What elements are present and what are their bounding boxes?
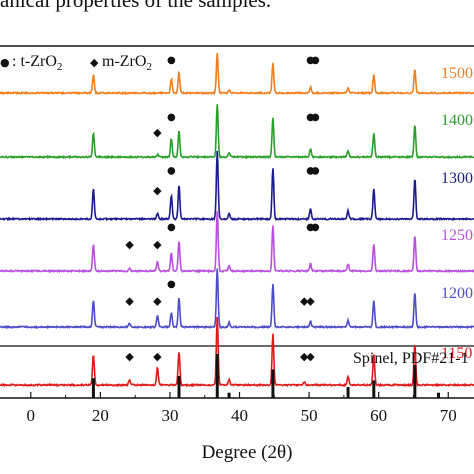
plot-border: [0, 45, 474, 399]
tzro2-marker: ●: [306, 112, 315, 123]
tzro2-marker: ●: [306, 166, 315, 177]
series-1150: 1150◆ ◆ ◆◆: [0, 317, 474, 388]
legend-item: ◆ m-ZrO2: [90, 53, 152, 73]
tzro2-marker: ●: [167, 112, 176, 123]
x-tick-label: 0: [27, 406, 36, 425]
legend-subscript: 2: [57, 61, 63, 73]
tzro2-marker: ●: [306, 55, 315, 66]
x-tick-label: 50: [301, 406, 318, 425]
tzro2-marker: ●: [167, 279, 176, 290]
mzro2-marker: ◆: [153, 126, 162, 139]
series-1250: 1250◆ ◆● ●●: [0, 211, 474, 274]
legend-label: m-ZrO2: [102, 53, 152, 73]
series-label-1500: 1500: [441, 65, 473, 82]
series-label-1250: 1250: [441, 227, 473, 244]
legend-label: : t-ZrO2: [12, 53, 62, 73]
tzro2-legend-marker: ●: [0, 56, 10, 69]
x-tick-label: 60: [370, 406, 387, 425]
series-label-1150: 1150: [441, 345, 472, 362]
series-trace-1500: [0, 53, 474, 96]
mzro2-marker: ◆: [153, 295, 162, 308]
series-1300: 1300◆● ●●: [0, 150, 474, 222]
mzro2-marker: ◆: [125, 350, 134, 363]
x-tick-label: 70: [440, 406, 457, 425]
x-tick-label: 30: [161, 406, 178, 425]
mzro2-marker: ◆: [300, 295, 309, 308]
series-label-1400: 1400: [441, 112, 473, 129]
x-axis: 0 20 30 40 50 60 70 Degree (2θ): [27, 392, 457, 463]
legend: ●: t-ZrO2 ◆ m-ZrO2: [0, 53, 152, 73]
series-trace-1150: [0, 317, 474, 388]
legend-subscript: 2: [146, 61, 152, 73]
tzro2-marker: ●: [311, 166, 320, 177]
mzro2-marker: ◆: [300, 350, 309, 363]
series-trace-1250: [0, 211, 474, 274]
mzro2-marker: ◆: [125, 295, 134, 308]
tzro2-marker: ●: [167, 222, 176, 233]
series-1400: 1400◆● ●●: [0, 104, 474, 160]
series-trace-1400: [0, 104, 474, 160]
series-label-1200: 1200: [441, 285, 473, 302]
mzro2-legend-marker: ◆: [90, 56, 99, 69]
mzro2-marker: ◆: [153, 184, 162, 197]
tzro2-marker: ●: [167, 55, 176, 66]
x-tick-label: 20: [92, 406, 109, 425]
figure-caption-fragment: anical properties of the samples.: [0, 0, 272, 12]
series-1500: 1500● ●●: [0, 53, 474, 96]
legend-item: ●: t-ZrO2: [0, 53, 62, 73]
mzro2-marker: ◆: [153, 350, 162, 363]
series-trace-1300: [0, 150, 474, 222]
tzro2-marker: ●: [311, 222, 320, 233]
tzro2-marker: ●: [306, 222, 315, 233]
mzro2-marker: ◆: [153, 238, 162, 251]
reference-layer: Spinel, PDF#21-1: [91, 350, 469, 398]
mzro2-marker: ◆: [125, 238, 134, 251]
series-label-1300: 1300: [441, 170, 473, 187]
tzro2-marker: ●: [167, 166, 176, 177]
mzro2-marker: ◆: [306, 295, 315, 308]
tzro2-marker: ●: [311, 55, 320, 66]
tzro2-marker: ●: [311, 112, 320, 123]
x-axis-title: Degree (2θ): [202, 442, 293, 463]
x-tick-label: 40: [231, 406, 248, 425]
reference-label: Spinel, PDF#21-1: [353, 350, 469, 367]
series-trace-1200: [0, 268, 474, 330]
series-layer: 1500● ●●1400◆● ●●1300◆● ●●1250◆ ◆● ●●1200◆ ◆●◆…: [0, 53, 474, 388]
mzro2-marker: ◆: [306, 350, 315, 363]
series-1200: 1200◆ ◆●◆◆: [0, 268, 474, 330]
plot-frame: [0, 45, 474, 399]
